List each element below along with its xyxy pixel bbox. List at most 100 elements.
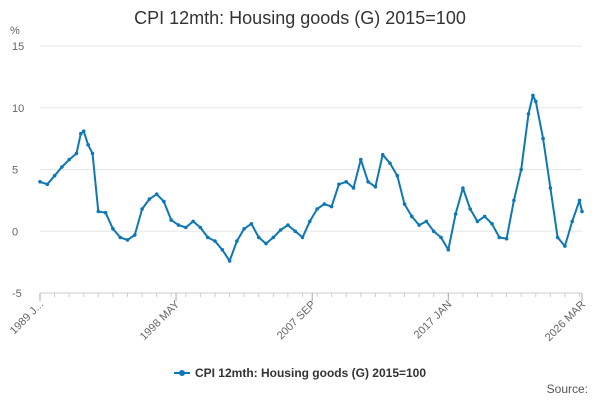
gridlines xyxy=(40,45,582,294)
x-tick-label: 2017 JAN xyxy=(412,299,455,342)
data-point xyxy=(555,235,560,240)
data-point xyxy=(531,93,535,98)
data-point xyxy=(497,235,502,240)
data-point xyxy=(118,235,122,240)
y-tick-label: 10 xyxy=(12,103,24,115)
data-point xyxy=(103,210,108,215)
data-point xyxy=(315,207,319,211)
y-axis-unit-label: % xyxy=(10,25,20,37)
x-tick-label: 1989 J... xyxy=(8,299,46,337)
y-tick-label: -5 xyxy=(12,288,22,300)
data-point xyxy=(548,186,553,190)
data-point xyxy=(249,222,254,226)
chart-title: CPI 12mth: Housing goods (G) 2015=100 xyxy=(134,8,466,28)
data-point xyxy=(461,186,465,190)
data-point xyxy=(482,214,487,219)
data-point xyxy=(380,152,385,157)
data-point xyxy=(67,157,71,162)
data-point xyxy=(256,235,261,240)
data-point xyxy=(519,167,523,172)
data-point xyxy=(417,223,421,227)
data-point xyxy=(337,182,341,187)
data-point xyxy=(90,151,95,156)
data-point xyxy=(580,209,584,214)
data-point xyxy=(366,180,370,184)
data-point xyxy=(38,180,42,184)
data-point xyxy=(563,244,567,248)
data-point xyxy=(344,180,349,184)
source-label: Source: xyxy=(546,382,588,396)
data-point xyxy=(329,204,334,209)
data-point xyxy=(52,173,57,178)
legend-label: CPI 12mth: Housing goods (G) 2015=100 xyxy=(194,366,427,380)
data-point xyxy=(220,248,225,252)
data-point xyxy=(162,199,166,204)
data-point xyxy=(264,241,268,246)
data-point xyxy=(534,99,538,104)
data-point xyxy=(79,131,83,136)
data-point xyxy=(395,173,400,178)
data-point xyxy=(388,161,392,166)
y-tick-label: 15 xyxy=(12,41,24,53)
x-axis: 1989 J... 1998 MAY 2007 SEP 2017 JAN 2026 MA… xyxy=(8,292,588,344)
data-point xyxy=(431,229,436,234)
data-point xyxy=(60,165,64,169)
data-point xyxy=(351,186,356,190)
data-point xyxy=(184,225,188,230)
data-point xyxy=(359,157,363,162)
data-point xyxy=(191,219,195,224)
data-point xyxy=(373,185,378,189)
data-point xyxy=(439,235,443,240)
data-point xyxy=(453,212,458,216)
data-point xyxy=(176,223,181,227)
data-point xyxy=(468,207,473,211)
data-point xyxy=(570,219,574,224)
data-point xyxy=(86,143,90,147)
data-point xyxy=(213,239,217,243)
data-point xyxy=(227,259,232,263)
data-point xyxy=(74,151,79,156)
data-point xyxy=(512,198,516,203)
data-point xyxy=(490,222,494,226)
data-point xyxy=(147,197,152,201)
data-point xyxy=(140,207,144,211)
data-point xyxy=(169,218,173,222)
data-point xyxy=(45,182,50,187)
data-point xyxy=(577,198,582,203)
data-point xyxy=(154,192,159,196)
data-point xyxy=(235,239,239,243)
y-tick-label: 0 xyxy=(12,226,18,238)
x-tick-label: 2026 MAR xyxy=(543,299,588,344)
data-point xyxy=(446,248,451,252)
data-point xyxy=(504,236,509,241)
data-point xyxy=(125,238,130,242)
y-axis: -5 0 5 10 15% xyxy=(10,25,24,300)
legend[interactable]: CPI 12mth: Housing goods (G) 2015=100 xyxy=(0,366,600,380)
series-layer xyxy=(38,93,584,263)
data-point xyxy=(242,227,246,231)
data-point xyxy=(293,229,298,234)
data-point xyxy=(96,209,101,214)
data-point xyxy=(424,219,429,224)
data-point xyxy=(278,228,283,232)
x-tick-label: 2007 SEP xyxy=(275,299,319,343)
data-point xyxy=(198,225,203,230)
data-point xyxy=(526,112,531,116)
data-point xyxy=(81,129,86,133)
data-point xyxy=(205,235,210,240)
data-point xyxy=(475,219,480,224)
legend-swatch xyxy=(173,369,190,376)
data-point xyxy=(111,227,115,231)
legend-marker xyxy=(178,369,185,376)
data-point xyxy=(271,235,276,240)
data-point xyxy=(133,233,137,237)
data-point xyxy=(402,202,407,206)
y-tick-label: 5 xyxy=(12,165,18,177)
data-point xyxy=(300,235,305,240)
data-point xyxy=(286,223,290,227)
x-tick-label: 1998 MAY xyxy=(138,298,183,343)
data-point xyxy=(410,214,414,219)
data-point xyxy=(308,219,312,224)
data-point xyxy=(322,202,327,206)
